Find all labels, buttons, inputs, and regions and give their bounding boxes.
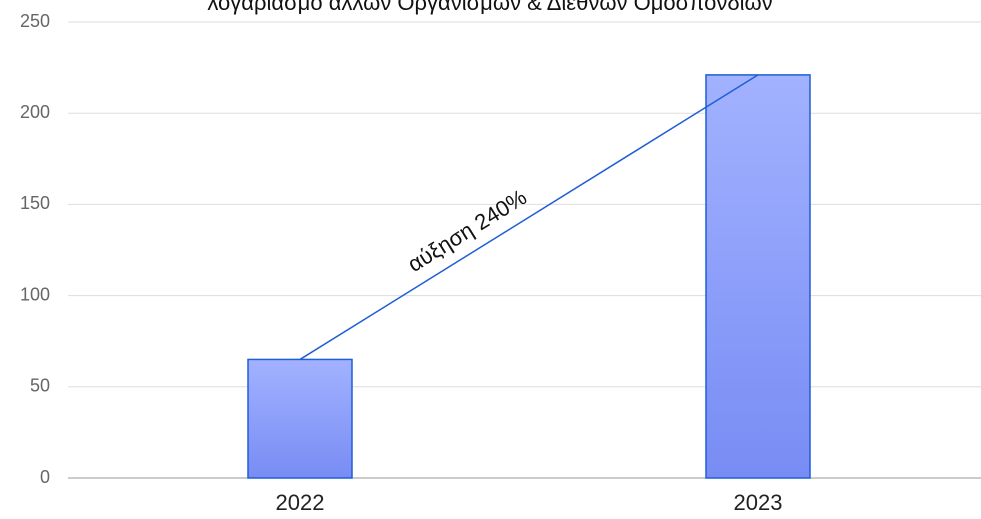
chart-title: λογαριασμό άλλων Οργανισμών & Διεθνών Ομ… [207,0,772,15]
y-tick-label: 200 [20,102,50,122]
y-tick-label: 0 [40,467,50,487]
y-tick-label: 250 [20,11,50,31]
annotation: αύξηση 240% [403,184,531,276]
x-tick-label: 2022 [276,490,325,515]
bar [705,74,811,479]
bar [247,358,353,479]
y-tick-label: 100 [20,284,50,304]
x-tick-label: 2023 [734,490,783,515]
trend-line [299,74,759,361]
y-tick-label: 50 [30,376,50,396]
y-tick-label: 150 [20,193,50,213]
